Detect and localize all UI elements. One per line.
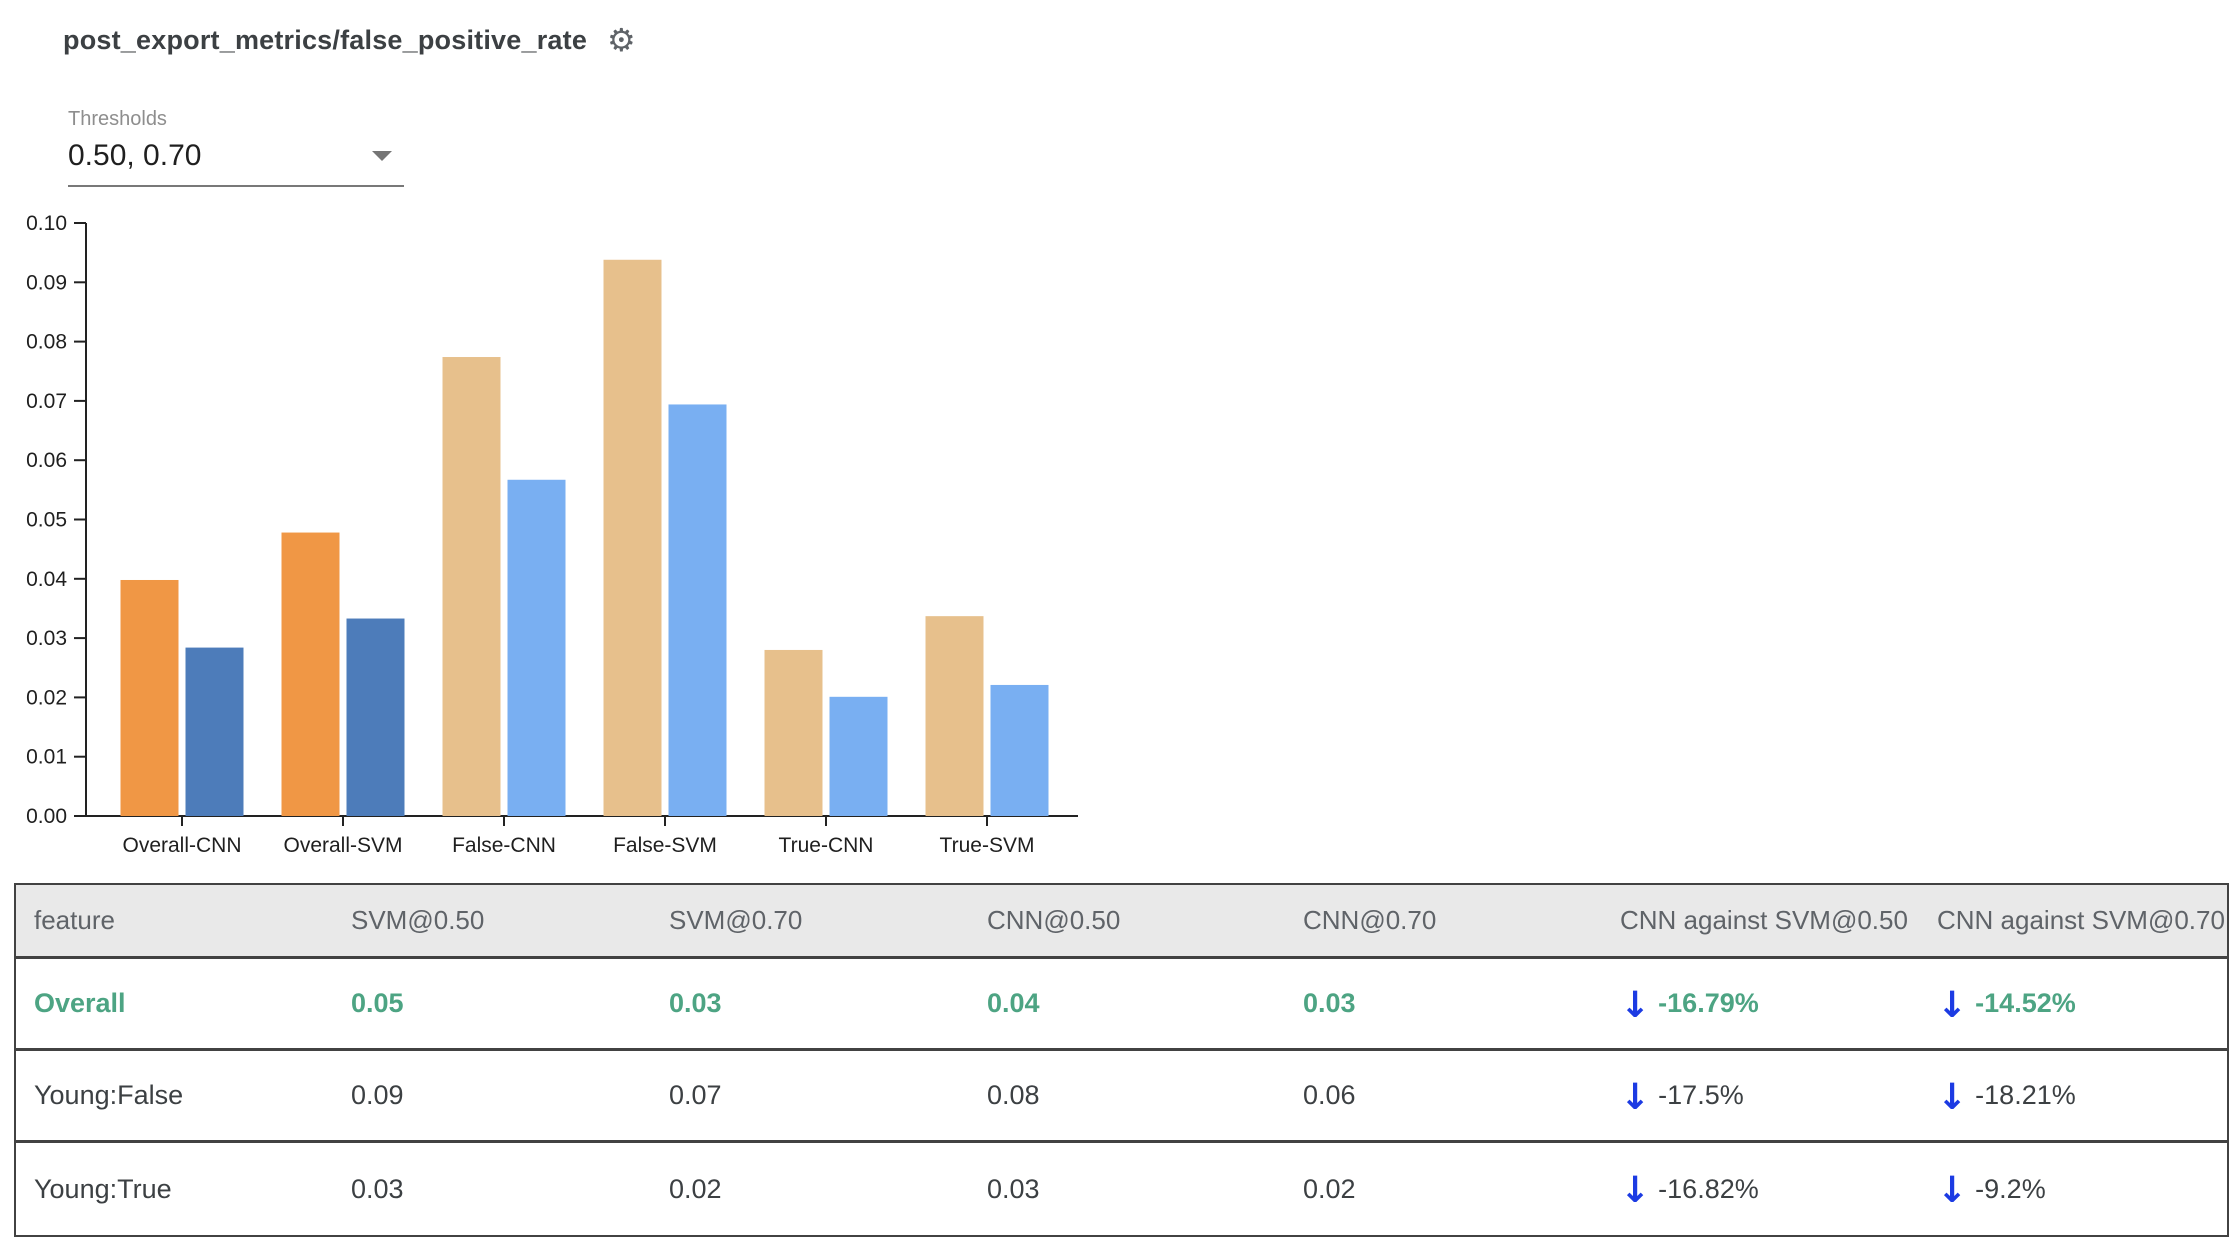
metrics-table-rows: Overall 0.05 0.03 0.04 0.03 -16.79% -14.52% You… bbox=[16, 959, 2227, 1235]
arrow-down-icon bbox=[1937, 1173, 1967, 1209]
y-tick-label: 0.10 bbox=[26, 212, 67, 235]
bar-True-SVM-threshold-0.50[interactable] bbox=[925, 616, 984, 816]
y-tick-label: 0.05 bbox=[26, 509, 67, 532]
metric-value-cell: 0.03 bbox=[669, 988, 722, 1018]
metric-value-cell: 0.02 bbox=[669, 1173, 722, 1204]
y-tick-label: 0.06 bbox=[26, 449, 67, 472]
widget-header: post_export_metrics/false_positive_rate bbox=[63, 24, 636, 56]
metric-value-cell: 0.05 bbox=[351, 988, 404, 1018]
delta-cell: -16.79% bbox=[1620, 986, 1937, 1022]
bar-True-SVM-threshold-0.70[interactable] bbox=[990, 684, 1049, 816]
bar-False-CNN-threshold-0.50[interactable] bbox=[442, 357, 501, 816]
metric-value-cell: 0.03 bbox=[351, 1173, 404, 1204]
delta-cell: -17.5% bbox=[1620, 1078, 1937, 1114]
column-header-cnn-070: CNN@0.70 bbox=[1303, 905, 1437, 935]
feature-cell: Overall bbox=[34, 988, 126, 1018]
bar-Overall-SVM-threshold-0.70[interactable] bbox=[346, 618, 405, 816]
table-row-young-false: Young:False 0.09 0.07 0.08 0.06 -17.5% -18.21% bbox=[16, 1051, 2227, 1143]
x-tick-label: True-SVM bbox=[940, 834, 1035, 857]
metric-value-cell: 0.07 bbox=[669, 1080, 722, 1110]
table-header-row: feature SVM@0.50 SVM@0.70 CNN@0.50 CNN@0… bbox=[16, 885, 2227, 959]
delta-value: -9.2% bbox=[1975, 1173, 2046, 1204]
metric-value-cell: 0.04 bbox=[987, 988, 1040, 1018]
y-tick-label: 0.01 bbox=[26, 746, 67, 769]
metric-value-cell: 0.03 bbox=[1303, 988, 1356, 1018]
bar-Overall-SVM-threshold-0.50[interactable] bbox=[281, 532, 340, 816]
table-row-young-true: Young:True 0.03 0.02 0.03 0.02 -16.82% -9.2% bbox=[16, 1143, 2227, 1235]
delta-value: -17.5% bbox=[1658, 1080, 1744, 1110]
bar-Overall-CNN-threshold-0.50[interactable] bbox=[120, 579, 179, 816]
delta-value: -16.82% bbox=[1658, 1173, 1759, 1204]
y-tick-label: 0.08 bbox=[26, 331, 67, 354]
x-tick-label: True-CNN bbox=[779, 834, 874, 857]
bar-True-CNN-threshold-0.50[interactable] bbox=[764, 649, 823, 816]
arrow-down-icon bbox=[1620, 1080, 1650, 1116]
delta-value: -14.52% bbox=[1975, 988, 2076, 1018]
metric-title: post_export_metrics/false_positive_rate bbox=[63, 24, 588, 55]
delta-cell: -16.82% bbox=[1620, 1171, 1937, 1207]
bar-False-CNN-threshold-0.70[interactable] bbox=[507, 479, 566, 816]
fpr-bar-chart: 0.00 0.01 0.02 0.03 0.04 0.05 0.06 0.07 0.08 0.09… bbox=[26, 212, 1078, 857]
gear-icon[interactable] bbox=[607, 24, 636, 56]
y-tick-label: 0.00 bbox=[26, 805, 67, 828]
metric-value-cell: 0.03 bbox=[987, 1173, 1040, 1204]
bar-False-SVM-threshold-0.70[interactable] bbox=[668, 404, 727, 816]
column-header-cnn-050: CNN@0.50 bbox=[987, 905, 1121, 935]
y-tick-label: 0.09 bbox=[26, 271, 67, 294]
thresholds-control: Thresholds 0.50, 0.70 bbox=[68, 108, 404, 187]
x-tick-label: Overall-CNN bbox=[122, 834, 241, 857]
column-header-feature: feature bbox=[34, 905, 115, 935]
table-row-overall: Overall 0.05 0.03 0.04 0.03 -16.79% -14.52% bbox=[16, 959, 2227, 1051]
y-tick-label: 0.02 bbox=[26, 686, 67, 709]
y-tick-label: 0.03 bbox=[26, 627, 67, 650]
thresholds-dropdown[interactable]: 0.50, 0.70 bbox=[68, 131, 404, 187]
metric-value-cell: 0.02 bbox=[1303, 1173, 1356, 1204]
delta-cell: -18.21% bbox=[1937, 1078, 2227, 1114]
chart-area: 0.00 0.01 0.02 0.03 0.04 0.05 0.06 0.07 0.08 0.09… bbox=[0, 200, 1120, 890]
y-tick-label: 0.04 bbox=[26, 568, 67, 591]
metric-value-cell: 0.09 bbox=[351, 1080, 404, 1110]
column-header-svm-050: SVM@0.50 bbox=[351, 905, 485, 935]
column-header-cnn-vs-svm-050: CNN against SVM@0.50 bbox=[1620, 905, 1908, 935]
thresholds-value: 0.50, 0.70 bbox=[68, 139, 202, 172]
feature-cell: Young:True bbox=[34, 1173, 172, 1204]
chart-axes bbox=[85, 223, 1078, 817]
delta-value: -18.21% bbox=[1975, 1080, 2076, 1110]
metric-value-cell: 0.06 bbox=[1303, 1080, 1356, 1110]
x-tick-label: Overall-SVM bbox=[283, 834, 402, 857]
y-tick-label: 0.07 bbox=[26, 390, 67, 413]
x-tick-label: False-SVM bbox=[613, 834, 717, 857]
delta-cell: -9.2% bbox=[1937, 1171, 2227, 1207]
arrow-down-icon bbox=[1620, 1173, 1650, 1209]
metric-value-cell: 0.08 bbox=[987, 1080, 1040, 1110]
x-tick-label: False-CNN bbox=[452, 834, 556, 857]
feature-cell: Young:False bbox=[34, 1080, 184, 1110]
metrics-table: feature SVM@0.50 SVM@0.70 CNN@0.50 CNN@0… bbox=[14, 883, 2229, 1237]
bar-True-CNN-threshold-0.70[interactable] bbox=[829, 696, 888, 816]
column-header-cnn-vs-svm-070: CNN against SVM@0.70 bbox=[1937, 905, 2225, 935]
delta-value: -16.79% bbox=[1658, 988, 1759, 1018]
delta-cell: -14.52% bbox=[1937, 986, 2227, 1022]
bar-Overall-CNN-threshold-0.70[interactable] bbox=[185, 647, 244, 816]
thresholds-label: Thresholds bbox=[68, 108, 167, 130]
arrow-down-icon bbox=[1620, 988, 1650, 1024]
chevron-down-icon bbox=[372, 151, 392, 161]
bar-False-SVM-threshold-0.50[interactable] bbox=[603, 259, 662, 816]
arrow-down-icon bbox=[1937, 1080, 1967, 1116]
column-header-svm-070: SVM@0.70 bbox=[669, 905, 803, 935]
arrow-down-icon bbox=[1937, 988, 1967, 1024]
